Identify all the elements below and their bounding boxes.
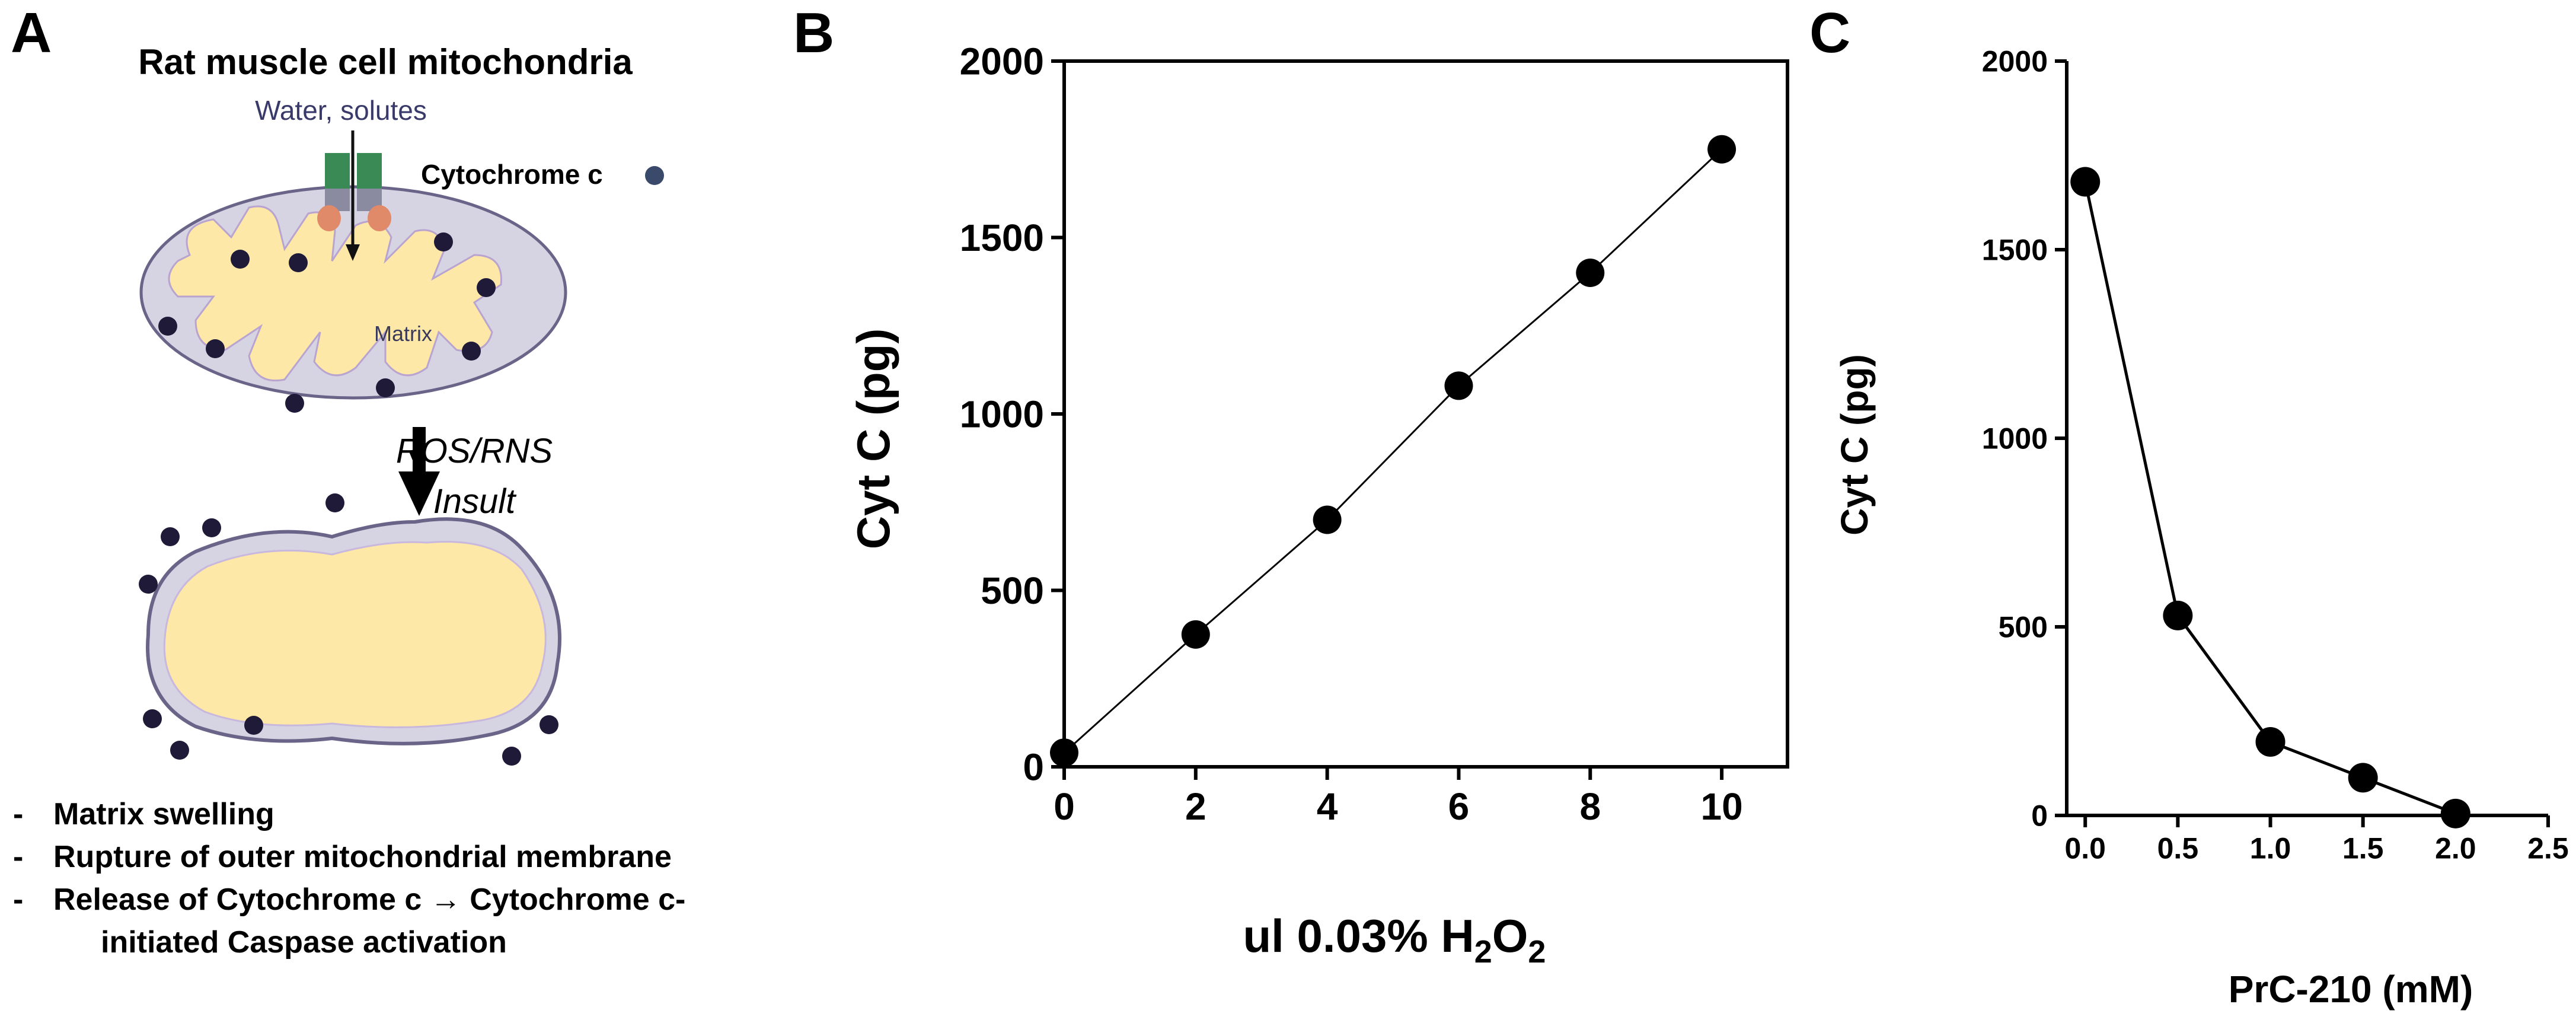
water-flow-arrow-icon (346, 130, 360, 261)
consequence-list: - Matrix swelling - Rupture of outer mit… (13, 797, 685, 960)
data-point (2070, 167, 2101, 197)
panel-b: B 0 500 1000 1500 2000 0 2 4 6 8 10 Cyt C (pg) ul … (793, 1, 1789, 970)
y-tick-label: 2000 (1982, 45, 2048, 78)
insult-arrow-icon (398, 427, 440, 516)
x-tick-label: 10 (1700, 785, 1742, 828)
bullet-text-3: Release of Cytochrome c → Cytochrome c- (53, 882, 685, 917)
water-solutes-label: Water, solutes (255, 95, 427, 126)
chart-c-xlabel: PrC-210 (mM) (2229, 968, 2473, 1011)
plot-frame (1062, 59, 1789, 769)
y-tick-label: 2000 (960, 40, 1044, 82)
swollen-matrix (163, 540, 547, 728)
chart-b-xlabel-sub1: 2 (1474, 934, 1492, 970)
membrane-channel-icon (317, 153, 391, 231)
data-point (2440, 798, 2470, 828)
data-point (1444, 371, 1473, 400)
panel-letter-b: B (793, 1, 834, 65)
x-tick-label: 2 (1185, 785, 1206, 828)
chart-b-xlabel: ul 0.03% H2O2 (1243, 910, 1546, 970)
chart-b-xlabel-sub2: 2 (1528, 934, 1546, 970)
data-point (1050, 738, 1078, 767)
matrix-label: Matrix (374, 321, 432, 346)
y-tick-label: 0 (2031, 799, 2048, 833)
panel-letter-a: A (11, 1, 52, 65)
insult-label-line1: ROS/RNS (396, 432, 553, 470)
intact-mitochondrion: Matrix (139, 130, 567, 413)
panel-a: A Rat muscle cell mitochondria Water, so… (11, 1, 685, 960)
cytochrome-legend-dot-icon (645, 166, 664, 185)
cytochrome-dots (158, 232, 496, 413)
x-tick-label: 1.0 (2250, 832, 2291, 865)
chart-c-ylabel: Cyt C (pg) (1833, 354, 1876, 536)
bullet-text-3-continuation: initiated Caspase activation (101, 925, 507, 960)
cytochrome-c-label: Cytochrome c (421, 159, 603, 190)
panel-letter-c: C (1809, 1, 1850, 65)
y-tick-label: 1500 (960, 216, 1044, 259)
data-point (1313, 505, 1342, 534)
chart-b: 0 500 1000 1500 2000 0 2 4 6 8 10 (960, 40, 1789, 828)
data-point (2255, 726, 2285, 757)
chart-b-xlabel-mid: O (1492, 910, 1528, 962)
x-tick-label: 0.5 (2157, 832, 2199, 865)
panel-c: C 0 500 1000 1500 2000 0.0 0.5 1.0 1.5 2.0 2.5 Cyt… (1809, 1, 2569, 1011)
matrix-cristae (168, 205, 502, 382)
y-tick-label: 500 (1999, 611, 2048, 644)
y-tick-label: 1500 (1982, 234, 2048, 267)
x-tick-label: 0 (1054, 785, 1075, 828)
data-point (1181, 620, 1210, 649)
data-point (2163, 600, 2193, 630)
x-tick-label: 4 (1317, 785, 1338, 828)
x-tick-label: 2.5 (2527, 832, 2569, 865)
y-tick-label: 500 (981, 569, 1044, 612)
y-tick-label: 0 (1023, 745, 1044, 788)
x-tick-label: 8 (1579, 785, 1601, 828)
data-point (1576, 259, 1605, 287)
data-point (1707, 135, 1737, 164)
released-cytochrome-dots (139, 493, 558, 766)
swollen-mitochondrion (139, 493, 561, 766)
x-tick-label: 6 (1448, 785, 1470, 828)
diagram-title: Rat muscle cell mitochondria (138, 42, 633, 82)
x-tick-label: 0.0 (2064, 832, 2106, 865)
series-line (1063, 148, 1723, 754)
data-point (2348, 763, 2378, 793)
insult-label-line2: Insult (433, 482, 518, 521)
bullet-text-2: Rupture of outer mitochondrial membrane (53, 840, 672, 874)
x-tick-label: 2.0 (2435, 832, 2476, 865)
bullet-marker-1: - (13, 797, 23, 831)
chart-c: 0 500 1000 1500 2000 0.0 0.5 1.0 1.5 2.0 2.5 (1982, 45, 2569, 865)
chart-b-xlabel-main: ul 0.03% H (1243, 910, 1474, 962)
y-tick-label: 1000 (960, 393, 1044, 435)
bullet-marker-2: - (13, 840, 23, 874)
bullet-marker-3: - (13, 882, 23, 917)
chart-b-ylabel: Cyt C (pg) (847, 329, 899, 550)
y-tick-label: 1000 (1982, 422, 2048, 455)
bullet-text-1: Matrix swelling (53, 797, 274, 831)
x-tick-label: 1.5 (2342, 832, 2384, 865)
series-line (2083, 181, 2456, 815)
